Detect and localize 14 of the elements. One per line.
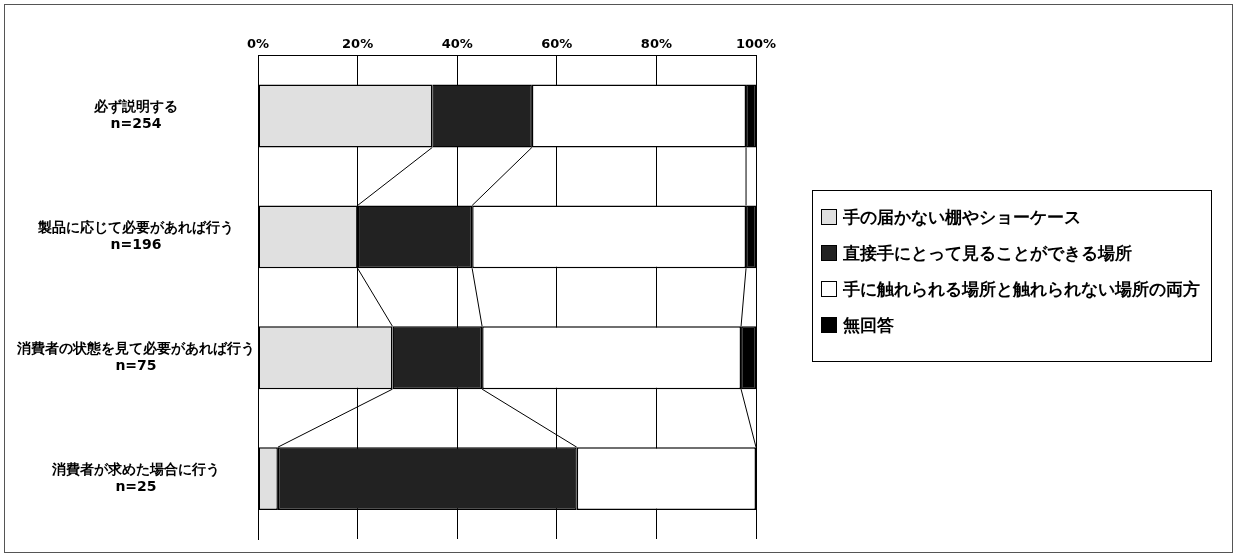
x-tick-label: 0%: [246, 36, 270, 52]
text: 手に触れられる場所と触れられない場所の両方: [843, 279, 1200, 299]
y-tick-label: 必ず説明する n=254: [93, 98, 178, 132]
legend-label: 直接手にとって見ることができる場所: [843, 243, 1132, 263]
y-tick-label: 製品に応じて必要があれば行う n=196: [37, 219, 234, 252]
legend-label: 手の届かない棚やショーケース: [843, 207, 1081, 227]
x-tick-label: 60%: [541, 36, 573, 52]
x-tick-label: 100%: [735, 36, 777, 52]
legend-label: 無回答: [843, 315, 894, 335]
x-tick-label: 20%: [342, 36, 374, 52]
y-tick-label: 消費者の状態を見て必要があれば行う n=75: [16, 339, 255, 373]
x-tick-label: 40%: [441, 36, 473, 52]
y-tick-label: 消費者が求めた場合に行う n=25: [51, 460, 220, 494]
x-tick-label: 80%: [640, 36, 672, 52]
